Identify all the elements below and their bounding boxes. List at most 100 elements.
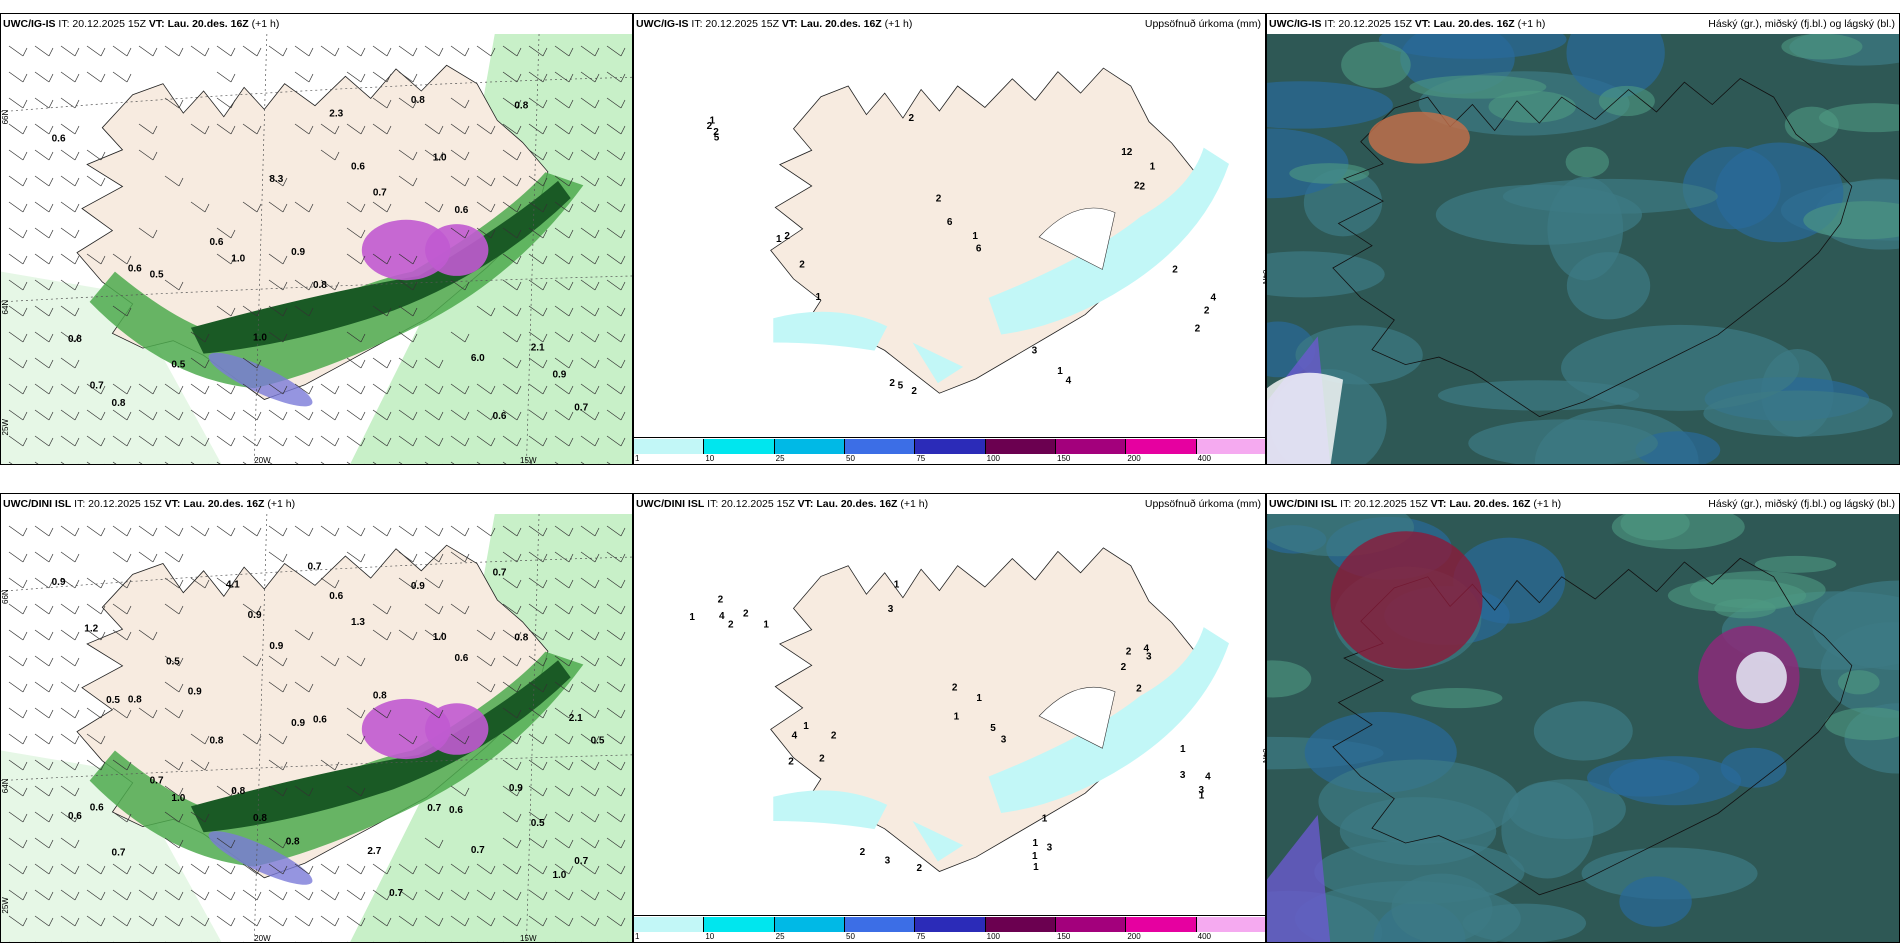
wind-barb [606,733,626,745]
wind-barb [502,253,522,265]
cloud-blob [1468,419,1658,464]
cloud-blob [1267,660,1312,698]
wind-barb [60,227,80,239]
wind-barb [294,45,314,57]
colorbar-swatch [1126,439,1197,454]
wind-barb [372,383,392,395]
wind-barb [320,45,340,57]
wind-barb [528,603,548,615]
value-label: 2.7 [367,846,381,857]
wind-precip-map[interactable]: 0.6 1.0 0.6 0.8 0.8 0.8 0.5 0.7 0.7 1.0 1.0 0.7 0.9 0… [1,34,632,464]
wind-barb [554,305,574,317]
wind-barb [554,409,574,421]
cloud-blob [1598,85,1655,117]
wind-barb [164,175,184,187]
value-label: 2 [889,378,895,389]
wind-barb [242,201,262,213]
wind-barb [476,655,496,667]
wind-barb [164,681,184,693]
graticule-line [1,754,632,781]
precip-band-heavy [190,660,571,833]
wind-barb [268,383,288,395]
value-label: 0.7 [112,848,126,859]
value-label: 0.7 [471,845,485,856]
precip-area-sw [1,271,222,464]
wind-barb [528,837,548,849]
wind-barb [164,551,184,563]
wind-barb [528,279,548,291]
wind-barb [60,733,80,745]
panel-title: UWC/IG-IS IT: 20.12.2025 15Z VT: Lau. 20… [636,18,913,30]
value-label: 0.7 [493,568,507,579]
lon-label: 15W [520,456,537,464]
cloud-low [1267,815,1331,942]
value-label: 1 [1042,814,1048,825]
wind-barb [502,655,522,667]
wind-barb [320,461,339,464]
panel-title: UWC/IG-IS IT: 20.12.2025 15Z VT: Lau. 20… [3,18,280,30]
wind-precip-map[interactable]: 0.9 0.8 0.6 0.7 0.6 0.8 1.0 0.8 0.7 0.8 1.0 0.6 0.9 0… [1,514,632,942]
wind-barb [372,123,392,135]
wind-barb [476,435,496,447]
accum-precip-map[interactable]: 1 1 1 2 2 1 1 2 2 3 3 4 4 1 2 1 3 1 3 2 3 4 5 4 2 2 2 1 2 3 1 3 2 2 1 1 64N [634,514,1265,916]
wind-barb [346,707,366,719]
wind-barb [554,863,574,875]
field-label: Uppsöfnuð úrkoma (mm) [1144,498,1261,510]
value-label: 2 [831,730,837,741]
wind-barb [580,629,600,641]
colorbar-swatch [985,439,1056,454]
wind-barb [216,525,236,537]
wind-barb [190,759,210,771]
wind-barb [476,409,496,421]
cloud-cover-map[interactable] [1267,34,1899,464]
wind-barb [554,889,574,901]
lon-label: 20W [254,934,271,942]
wind-barb [398,409,418,421]
value-label: 0.9 [291,247,305,258]
wind-barb [34,305,54,317]
wind-barb [294,305,314,317]
value-label: 2 [1195,324,1201,335]
wind-barb [8,733,28,745]
wind-barb [554,253,574,265]
cloud-blob [1502,178,1718,214]
cloud-cover-map[interactable] [1267,514,1899,942]
wind-barb [216,785,236,797]
wind-barb [34,175,54,187]
value-label: 2 [1172,265,1178,276]
wind-barb [554,331,574,343]
wind-barb [528,97,548,109]
wind-barb [450,733,470,745]
wind-barb [112,253,132,265]
value-label: 2 [707,121,713,132]
wind-barb [8,279,28,291]
accum-precip-map[interactable]: 1 2 2 2 2 2 3 2 6 4 5 12 1 1 2 1 2 2 1 2 4 5 6 2 2 2 1 64N [634,34,1265,438]
wind-barb [528,863,548,875]
wind-barb [372,435,392,447]
graticule-line [1,275,632,303]
wind-barb [580,175,600,187]
value-label: 2 [713,127,719,138]
wind-barb [580,551,600,563]
wind-barb [554,149,574,161]
wind-barb [8,915,28,927]
wind-barb [606,279,626,291]
value-label: 0.6 [454,653,468,664]
value-label: 8.3 [269,174,283,185]
wind-barb [554,525,574,537]
wind-barb [8,759,28,771]
wind-barb [34,435,54,447]
precip-core [208,352,313,407]
wind-barb [346,525,366,537]
wind-barb [138,551,158,563]
lat-label: 64N [1,778,10,793]
wind-barb [190,201,210,213]
wind-barb [190,733,210,745]
wind-barb [8,655,28,667]
colorbar-swatch [985,917,1056,932]
wind-barb [34,889,54,901]
value-label: 2 [1136,684,1142,695]
wind-barb [346,435,366,447]
wind-barb [372,97,392,109]
colorbar-tick: 400 [1197,454,1212,463]
